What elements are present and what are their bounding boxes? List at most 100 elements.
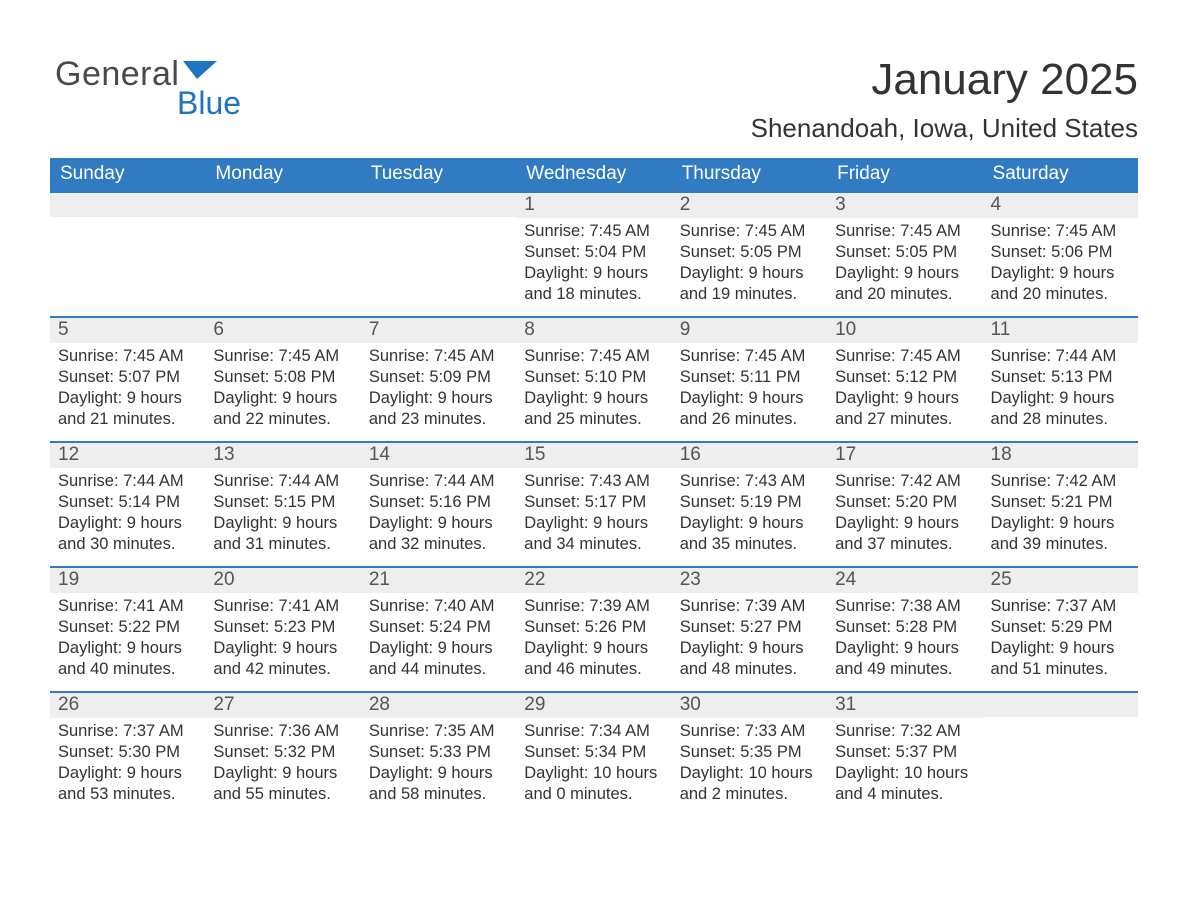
- sunset-text: Sunset: 5:09 PM: [369, 367, 508, 388]
- sunrise-text: Sunrise: 7:34 AM: [524, 721, 663, 742]
- sunrise-text: Sunrise: 7:41 AM: [213, 596, 352, 617]
- daylight-text: Daylight: 9 hours and 32 minutes.: [369, 513, 508, 555]
- sunset-text: Sunset: 5:29 PM: [991, 617, 1130, 638]
- day-details: Sunrise: 7:45 AMSunset: 5:09 PMDaylight:…: [361, 343, 516, 434]
- sunset-text: Sunset: 5:14 PM: [58, 492, 197, 513]
- sunset-text: Sunset: 5:28 PM: [835, 617, 974, 638]
- daylight-text: Daylight: 9 hours and 20 minutes.: [835, 263, 974, 305]
- day-number: 19: [50, 568, 205, 593]
- calendar-day-cell: 30Sunrise: 7:33 AMSunset: 5:35 PMDayligh…: [672, 692, 827, 817]
- weekday-header: Wednesday: [516, 158, 671, 192]
- calendar-day-cell: 28Sunrise: 7:35 AMSunset: 5:33 PMDayligh…: [361, 692, 516, 817]
- sunrise-text: Sunrise: 7:39 AM: [524, 596, 663, 617]
- sunset-text: Sunset: 5:11 PM: [680, 367, 819, 388]
- day-number: 5: [50, 318, 205, 343]
- daylight-text: Daylight: 9 hours and 39 minutes.: [991, 513, 1130, 555]
- calendar-day-cell: 21Sunrise: 7:40 AMSunset: 5:24 PMDayligh…: [361, 567, 516, 692]
- daylight-text: Daylight: 9 hours and 18 minutes.: [524, 263, 663, 305]
- day-details: Sunrise: 7:44 AMSunset: 5:14 PMDaylight:…: [50, 468, 205, 559]
- sunset-text: Sunset: 5:21 PM: [991, 492, 1130, 513]
- sunrise-text: Sunrise: 7:45 AM: [369, 346, 508, 367]
- day-details: Sunrise: 7:44 AMSunset: 5:15 PMDaylight:…: [205, 468, 360, 559]
- weekday-header: Saturday: [983, 158, 1138, 192]
- calendar-day-cell: 7Sunrise: 7:45 AMSunset: 5:09 PMDaylight…: [361, 317, 516, 442]
- calendar-day-cell: 1Sunrise: 7:45 AMSunset: 5:04 PMDaylight…: [516, 192, 671, 317]
- day-number: 4: [983, 193, 1138, 218]
- brand-word-1: General: [55, 55, 179, 94]
- day-number: 25: [983, 568, 1138, 593]
- calendar-week-row: 26Sunrise: 7:37 AMSunset: 5:30 PMDayligh…: [50, 692, 1138, 817]
- sunset-text: Sunset: 5:06 PM: [991, 242, 1130, 263]
- daylight-text: Daylight: 9 hours and 34 minutes.: [524, 513, 663, 555]
- sunset-text: Sunset: 5:04 PM: [524, 242, 663, 263]
- daylight-text: Daylight: 9 hours and 44 minutes.: [369, 638, 508, 680]
- daylight-text: Daylight: 9 hours and 40 minutes.: [58, 638, 197, 680]
- day-number: 11: [983, 318, 1138, 343]
- sunset-text: Sunset: 5:35 PM: [680, 742, 819, 763]
- sunset-text: Sunset: 5:37 PM: [835, 742, 974, 763]
- sunrise-text: Sunrise: 7:37 AM: [991, 596, 1130, 617]
- sunset-text: Sunset: 5:26 PM: [524, 617, 663, 638]
- day-details: Sunrise: 7:43 AMSunset: 5:19 PMDaylight:…: [672, 468, 827, 559]
- calendar-day-cell: 27Sunrise: 7:36 AMSunset: 5:32 PMDayligh…: [205, 692, 360, 817]
- daylight-text: Daylight: 9 hours and 35 minutes.: [680, 513, 819, 555]
- day-number: [983, 693, 1138, 717]
- sunset-text: Sunset: 5:10 PM: [524, 367, 663, 388]
- day-number: 16: [672, 443, 827, 468]
- sunrise-text: Sunrise: 7:44 AM: [213, 471, 352, 492]
- sunset-text: Sunset: 5:13 PM: [991, 367, 1130, 388]
- sunrise-text: Sunrise: 7:33 AM: [680, 721, 819, 742]
- calendar-day-cell: 6Sunrise: 7:45 AMSunset: 5:08 PMDaylight…: [205, 317, 360, 442]
- sunset-text: Sunset: 5:19 PM: [680, 492, 819, 513]
- day-number: 20: [205, 568, 360, 593]
- calendar-day-cell: [361, 192, 516, 317]
- calendar-day-cell: 17Sunrise: 7:42 AMSunset: 5:20 PMDayligh…: [827, 442, 982, 567]
- sunset-text: Sunset: 5:22 PM: [58, 617, 197, 638]
- day-details: Sunrise: 7:38 AMSunset: 5:28 PMDaylight:…: [827, 593, 982, 684]
- sunset-text: Sunset: 5:32 PM: [213, 742, 352, 763]
- sunrise-text: Sunrise: 7:44 AM: [58, 471, 197, 492]
- sunset-text: Sunset: 5:12 PM: [835, 367, 974, 388]
- daylight-text: Daylight: 9 hours and 42 minutes.: [213, 638, 352, 680]
- weekday-header: Thursday: [672, 158, 827, 192]
- daylight-text: Daylight: 9 hours and 58 minutes.: [369, 763, 508, 805]
- weekday-header: Tuesday: [361, 158, 516, 192]
- day-details: Sunrise: 7:39 AMSunset: 5:26 PMDaylight:…: [516, 593, 671, 684]
- sunrise-text: Sunrise: 7:39 AM: [680, 596, 819, 617]
- calendar-day-cell: 16Sunrise: 7:43 AMSunset: 5:19 PMDayligh…: [672, 442, 827, 567]
- day-number: 12: [50, 443, 205, 468]
- sunset-text: Sunset: 5:33 PM: [369, 742, 508, 763]
- calendar-day-cell: 26Sunrise: 7:37 AMSunset: 5:30 PMDayligh…: [50, 692, 205, 817]
- brand-logo: General Blue: [55, 55, 221, 94]
- calendar-day-cell: 23 Sunrise: 7:39 AMSunset: 5:27 PMDayligh…: [672, 567, 827, 692]
- day-details: Sunrise: 7:37 AMSunset: 5:30 PMDaylight:…: [50, 718, 205, 809]
- day-number: 22: [516, 568, 671, 593]
- day-details: Sunrise: 7:42 AMSunset: 5:20 PMDaylight:…: [827, 468, 982, 559]
- day-number: 3: [827, 193, 982, 218]
- weekday-header-row: Sunday Monday Tuesday Wednesday Thursday…: [50, 158, 1138, 192]
- daylight-text: Daylight: 9 hours and 51 minutes.: [991, 638, 1130, 680]
- day-number: 27: [205, 693, 360, 718]
- day-details: Sunrise: 7:33 AMSunset: 5:35 PMDaylight:…: [672, 718, 827, 809]
- sunset-text: Sunset: 5:34 PM: [524, 742, 663, 763]
- sunset-text: Sunset: 5:15 PM: [213, 492, 352, 513]
- daylight-text: Daylight: 9 hours and 55 minutes.: [213, 763, 352, 805]
- day-details: Sunrise: 7:40 AMSunset: 5:24 PMDaylight:…: [361, 593, 516, 684]
- daylight-text: Daylight: 9 hours and 31 minutes.: [213, 513, 352, 555]
- day-number: 13: [205, 443, 360, 468]
- calendar-day-cell: 13Sunrise: 7:44 AMSunset: 5:15 PMDayligh…: [205, 442, 360, 567]
- sunset-text: Sunset: 5:24 PM: [369, 617, 508, 638]
- day-number: 28: [361, 693, 516, 718]
- day-details: Sunrise: 7:45 AMSunset: 5:10 PMDaylight:…: [516, 343, 671, 434]
- daylight-text: Daylight: 9 hours and 30 minutes.: [58, 513, 197, 555]
- daylight-text: Daylight: 9 hours and 48 minutes.: [680, 638, 819, 680]
- sunrise-text: Sunrise: 7:41 AM: [58, 596, 197, 617]
- sunset-text: Sunset: 5:27 PM: [680, 617, 819, 638]
- weekday-header: Sunday: [50, 158, 205, 192]
- calendar-day-cell: 8Sunrise: 7:45 AMSunset: 5:10 PMDaylight…: [516, 317, 671, 442]
- day-details: Sunrise: 7:36 AMSunset: 5:32 PMDaylight:…: [205, 718, 360, 809]
- day-number: 31: [827, 693, 982, 718]
- sunrise-text: Sunrise: 7:45 AM: [524, 346, 663, 367]
- day-number: 23: [672, 568, 827, 593]
- sunrise-text: Sunrise: 7:37 AM: [58, 721, 197, 742]
